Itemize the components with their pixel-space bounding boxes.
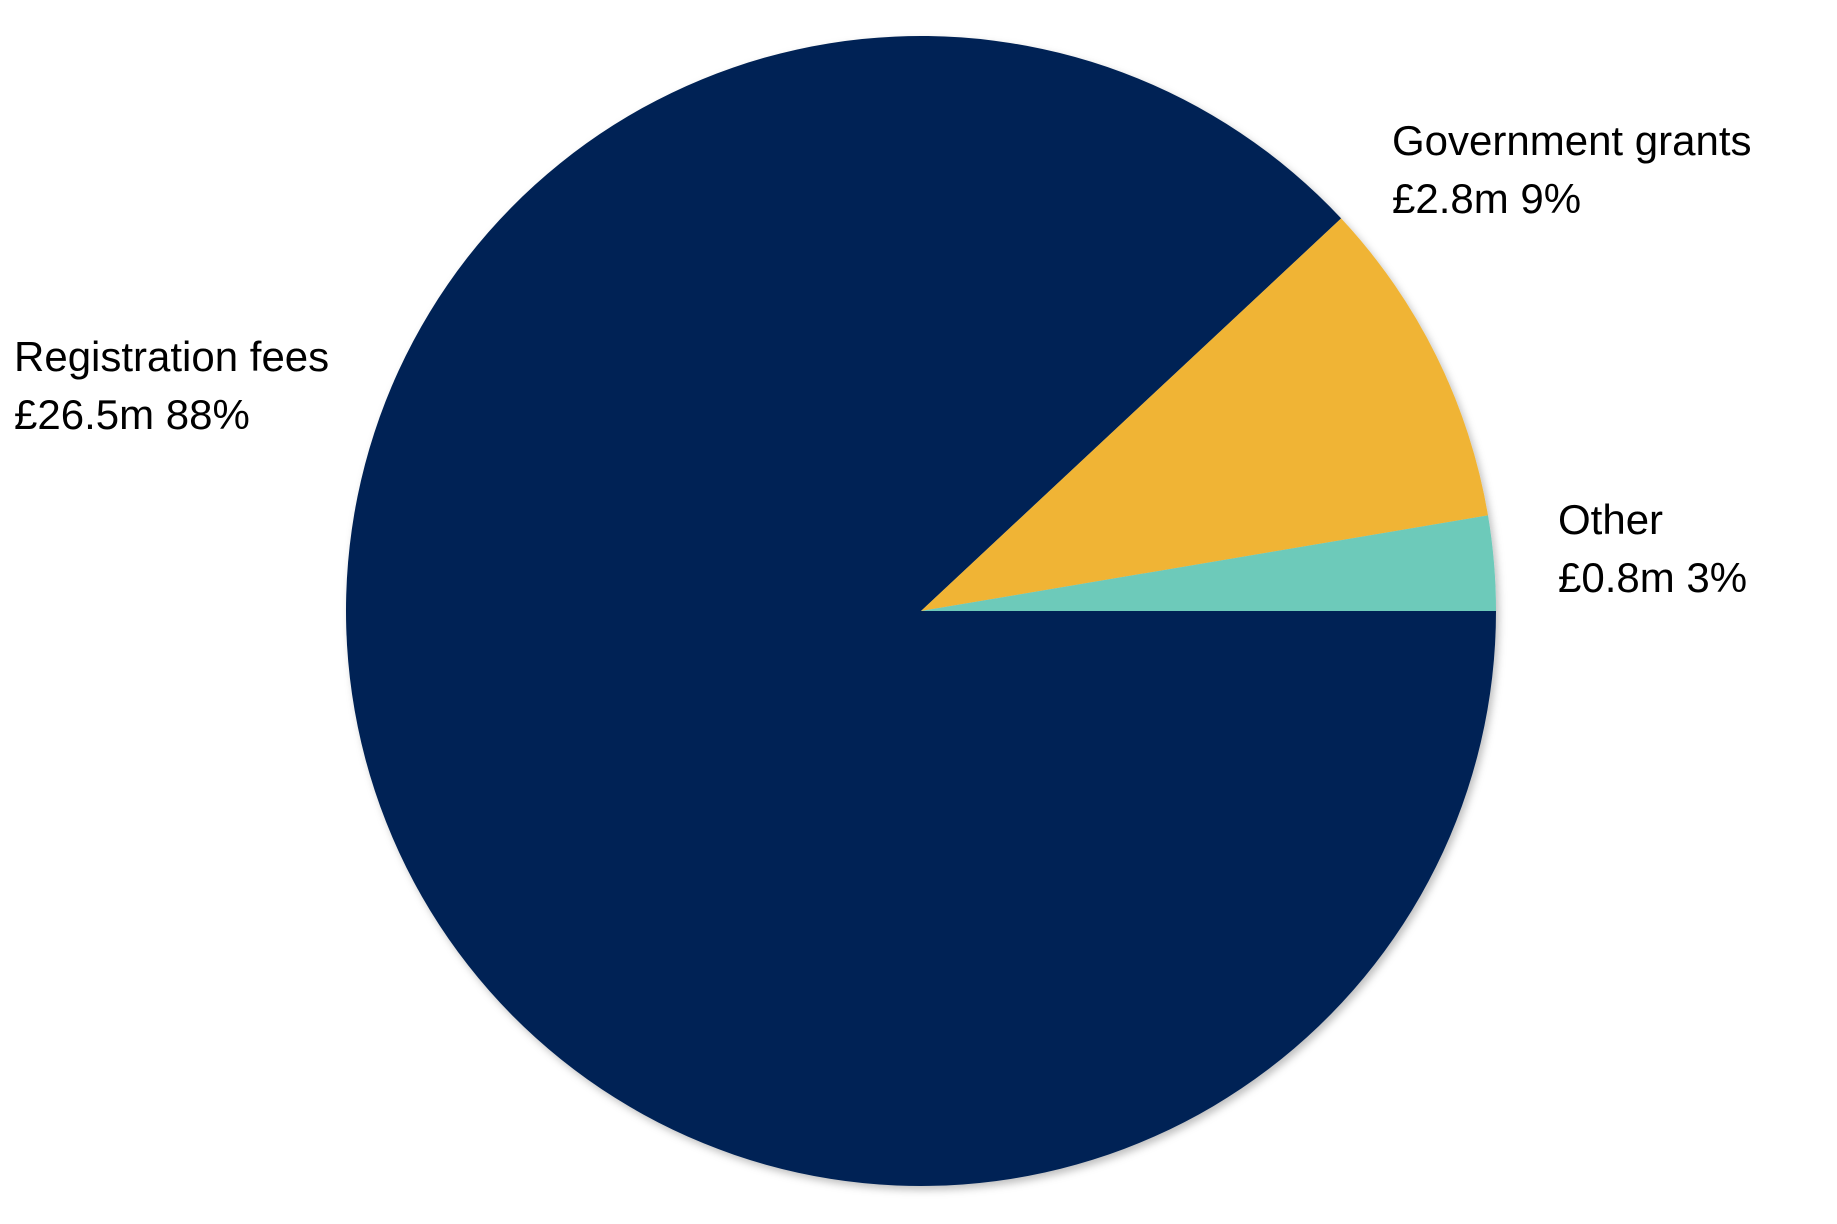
slice-value-label: £0.8m 3% [1558, 554, 1747, 601]
pie-slice [921, 218, 1489, 612]
slice-value-label: £26.5m 88% [14, 391, 250, 438]
slice-label: Other [1558, 496, 1663, 543]
slice-value-label: £2.8m 9% [1392, 175, 1581, 222]
pie [346, 36, 1497, 1186]
slice-label: Registration fees [14, 333, 329, 380]
pie-slice [921, 515, 1496, 611]
slice-label: Government grants [1392, 117, 1752, 164]
